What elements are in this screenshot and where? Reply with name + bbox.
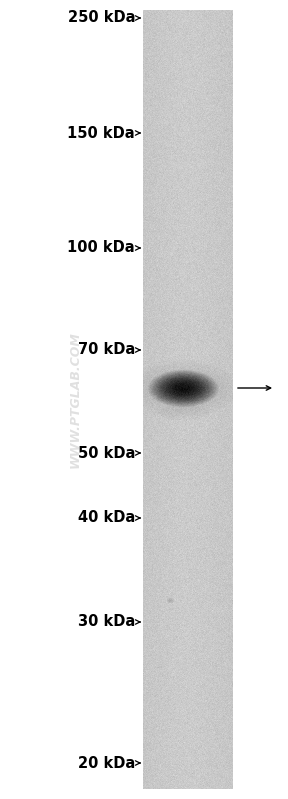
Text: 250 kDa: 250 kDa [67, 10, 135, 26]
Text: 20 kDa: 20 kDa [78, 756, 135, 770]
Text: 150 kDa: 150 kDa [67, 125, 135, 141]
Text: 40 kDa: 40 kDa [78, 511, 135, 526]
Text: WWW.PTGLAB.COM: WWW.PTGLAB.COM [69, 331, 82, 468]
Text: 50 kDa: 50 kDa [78, 446, 135, 460]
Text: 70 kDa: 70 kDa [78, 343, 135, 357]
Text: 30 kDa: 30 kDa [78, 614, 135, 630]
Text: 100 kDa: 100 kDa [67, 240, 135, 256]
